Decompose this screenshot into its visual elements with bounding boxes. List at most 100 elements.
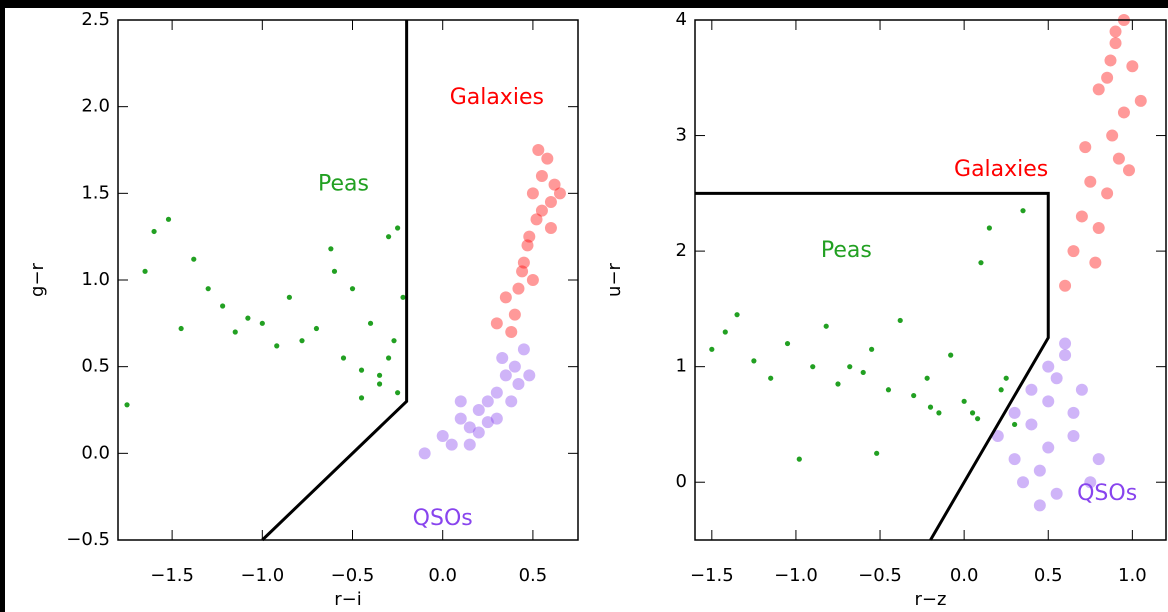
y-axis-label: g−r — [27, 262, 48, 297]
pea-point — [385, 355, 392, 361]
pea-point — [340, 355, 347, 361]
cloud-point — [1067, 430, 1080, 442]
pea-point — [810, 364, 816, 370]
annotation: Galaxies — [954, 157, 1048, 182]
cloud-point — [548, 178, 561, 191]
cloud-point — [1084, 175, 1097, 188]
x-axis-label: r−z — [915, 589, 947, 610]
pea-point — [1020, 208, 1026, 214]
cloud-point — [505, 326, 518, 338]
cloud-point — [1008, 406, 1021, 419]
cloud-point — [472, 404, 485, 416]
pea-point — [936, 410, 942, 416]
cloud-point — [526, 274, 539, 286]
cloud-point — [1092, 453, 1105, 466]
cloud-point — [530, 213, 543, 226]
pea-point — [299, 338, 305, 344]
pea-point — [124, 402, 130, 408]
annotation: QSOs — [413, 506, 473, 531]
x-tick-label: 0.0 — [428, 565, 457, 586]
pea-point — [975, 416, 981, 422]
cloud-point — [517, 256, 530, 269]
pea-point — [376, 372, 383, 378]
cloud-point — [553, 187, 566, 200]
pea-point — [998, 387, 1004, 393]
cloud-point — [523, 369, 536, 382]
pea-point — [151, 228, 157, 235]
pea-point — [847, 364, 853, 370]
cloud-point — [1104, 54, 1117, 67]
cloud-point — [481, 416, 494, 429]
pea-point — [274, 343, 280, 349]
cloud-point — [1025, 383, 1038, 396]
pea-point — [734, 312, 740, 318]
y-tick-label: 0.0 — [81, 442, 110, 463]
pea-point — [395, 225, 401, 231]
cloud-point — [481, 395, 494, 408]
cloud-point — [1117, 106, 1130, 119]
annotation: QSOs — [1077, 481, 1137, 506]
cloud-point — [512, 378, 525, 390]
cloud-point — [1067, 406, 1080, 419]
pea-point — [823, 323, 829, 329]
cloud-point — [523, 230, 536, 243]
pea-point — [1003, 375, 1009, 381]
plot-frame — [694, 19, 1167, 541]
cloud-point — [1112, 152, 1125, 165]
pea-point — [400, 294, 406, 300]
selection-line — [695, 191, 1050, 541]
pea-point — [784, 340, 791, 347]
cloud-point — [1042, 441, 1055, 454]
cloud-point — [1122, 164, 1135, 177]
y-tick-label: 0 — [676, 471, 687, 492]
pea-point — [948, 352, 954, 358]
y-tick-label: 2.5 — [81, 9, 110, 30]
pea-point — [395, 390, 401, 396]
x-tick-label: 0.5 — [1034, 565, 1063, 586]
cloud-point — [517, 343, 530, 356]
cloud-point — [535, 204, 548, 217]
cloud-point — [490, 317, 503, 330]
cloud-point — [991, 430, 1004, 442]
y-tick-label: 1.0 — [81, 269, 110, 290]
y-tick-label: 3 — [676, 125, 687, 146]
cloud-point — [1101, 187, 1114, 200]
pea-point — [874, 450, 880, 456]
pea-point — [835, 381, 841, 387]
y-tick-label: 4 — [676, 9, 687, 30]
pea-point — [897, 317, 903, 324]
cloud-point — [1084, 476, 1097, 489]
y-axis-label: u−r — [604, 262, 625, 296]
background — [5, 8, 1168, 612]
pea-point — [142, 268, 148, 274]
cloud-point — [1109, 25, 1122, 38]
x-tick-label: 1.0 — [1118, 565, 1147, 586]
pea-point — [869, 346, 875, 352]
cloud-point — [490, 412, 503, 425]
pea-point — [245, 315, 251, 321]
cloud-point — [512, 282, 525, 295]
pea-point — [978, 260, 984, 266]
cloud-point — [541, 152, 554, 165]
cloud-point — [535, 170, 548, 182]
pea-point — [391, 338, 397, 344]
pea-point — [911, 392, 917, 399]
annotation: Galaxies — [450, 85, 544, 110]
cloud-point — [508, 308, 521, 321]
x-tick-label: −0.5 — [331, 565, 375, 586]
pea-point — [927, 404, 934, 410]
pea-point — [358, 367, 365, 373]
pea-point — [709, 346, 715, 352]
cloud-point — [1092, 83, 1105, 96]
cloud-point — [1008, 453, 1021, 466]
cloud-point — [463, 438, 476, 451]
pea-point — [751, 358, 757, 364]
cloud-point — [544, 222, 557, 234]
pea-point — [331, 268, 338, 274]
pea-point — [232, 329, 238, 335]
x-tick-label: −1.0 — [774, 565, 818, 586]
annotation: Peas — [318, 172, 369, 197]
cloud-point — [1079, 141, 1092, 154]
